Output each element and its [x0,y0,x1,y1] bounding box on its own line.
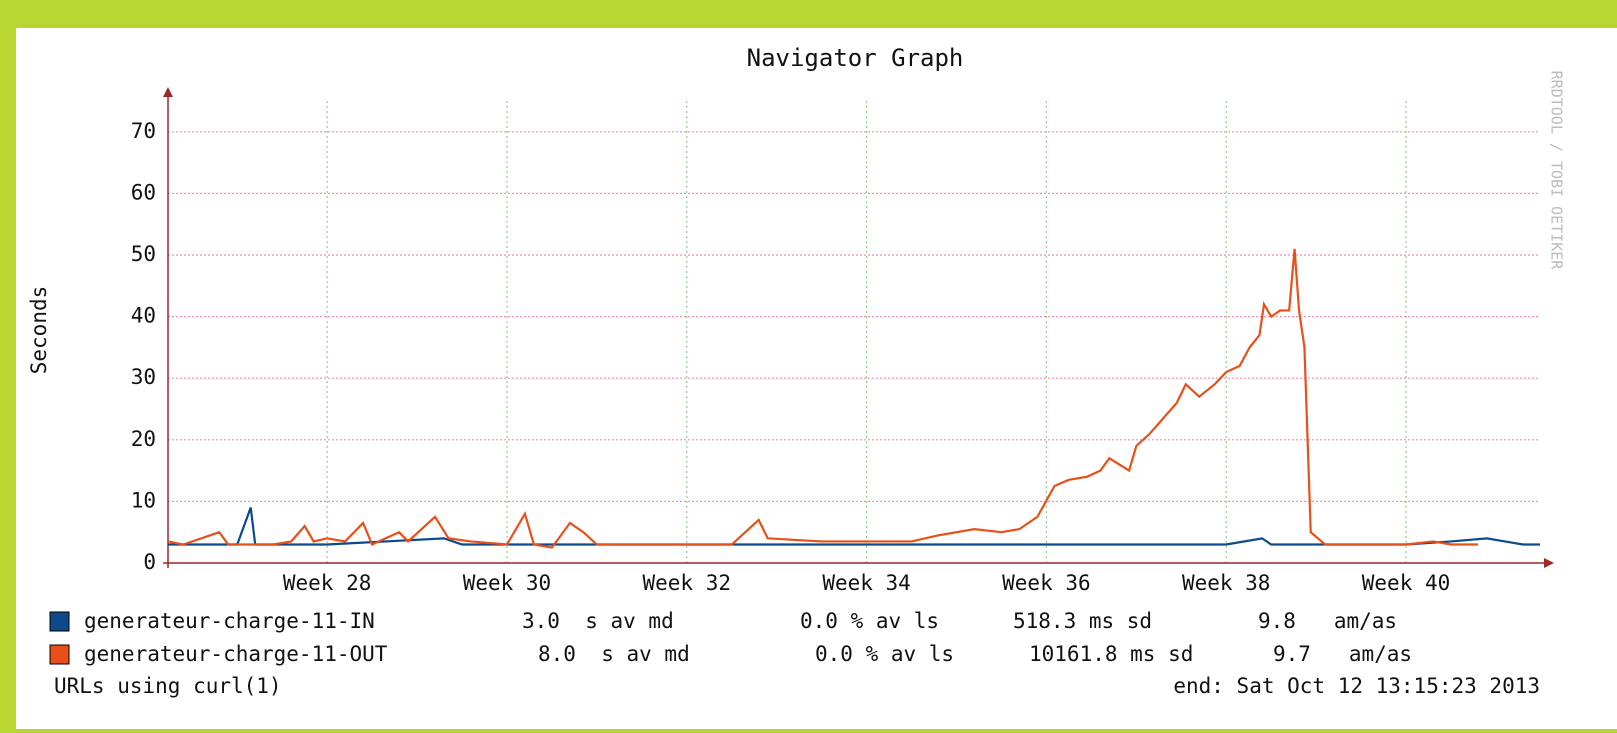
legend-stat: 9.8 am/as [1258,609,1397,633]
x-axis-arrow [1544,558,1554,568]
x-tick-label: Week 30 [463,571,552,595]
legend-stat: 0.0 % av ls [815,642,954,666]
legend-stat: 518.3 ms sd [1013,609,1152,633]
footer-right: end: Sat Oct 12 13:15:23 2013 [1173,674,1540,698]
legend-swatch [49,611,70,632]
y-tick-label: 70 [131,119,156,143]
legend-stat: 9.7 am/as [1273,642,1412,666]
x-tick-label: Week 34 [822,571,911,595]
y-tick-label: 60 [131,180,156,204]
chart-title: Navigator Graph [747,44,964,72]
y-tick-label: 30 [131,365,156,389]
y-tick-label: 0 [143,550,156,574]
x-tick-label: Week 36 [1002,571,1091,595]
legend-stat: 8.0 s av md [538,642,690,666]
footer-left: URLs using curl(1) [54,674,282,698]
legend-stat: 10161.8 ms sd [1029,642,1193,666]
legend-label: generateur-charge-11-OUT [84,642,388,666]
x-tick-label: Week 32 [643,571,732,595]
y-axis-arrow [163,87,173,97]
y-tick-label: 20 [131,427,156,451]
y-axis-label: Seconds [27,286,51,375]
series-line [167,248,1478,549]
x-tick-label: Week 38 [1182,571,1271,595]
side-text: RRDTOOL / TOBI OETIKER [1548,71,1566,271]
legend-label: generateur-charge-11-IN [84,609,375,633]
y-tick-label: 50 [131,242,156,266]
legend-stat: 0.0 % av ls [800,609,939,633]
series-line [168,507,1540,546]
y-tick-label: 10 [131,488,156,512]
y-tick-label: 40 [131,304,156,328]
legend-swatch [49,644,70,665]
x-tick-label: Week 28 [283,571,372,595]
x-tick-label: Week 40 [1362,571,1451,595]
legend-stat: 3.0 s av md [522,609,674,633]
